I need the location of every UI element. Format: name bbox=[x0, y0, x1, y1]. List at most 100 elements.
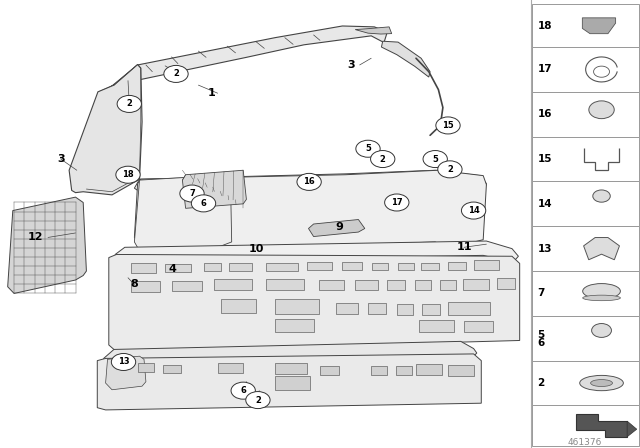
FancyBboxPatch shape bbox=[275, 319, 314, 332]
FancyBboxPatch shape bbox=[532, 4, 639, 47]
Text: 14: 14 bbox=[538, 199, 552, 209]
FancyBboxPatch shape bbox=[448, 302, 490, 315]
Circle shape bbox=[593, 190, 611, 202]
Text: 5: 5 bbox=[432, 155, 438, 164]
Polygon shape bbox=[308, 220, 365, 237]
Circle shape bbox=[356, 140, 380, 157]
Text: 5: 5 bbox=[538, 330, 545, 340]
Text: 15: 15 bbox=[538, 154, 552, 164]
Text: 6: 6 bbox=[240, 386, 246, 395]
Polygon shape bbox=[97, 354, 481, 410]
Text: 2: 2 bbox=[255, 396, 261, 405]
Circle shape bbox=[423, 151, 447, 168]
FancyBboxPatch shape bbox=[419, 320, 454, 332]
Circle shape bbox=[111, 353, 136, 370]
Text: 11: 11 bbox=[456, 242, 472, 252]
FancyBboxPatch shape bbox=[165, 264, 191, 272]
FancyBboxPatch shape bbox=[398, 263, 414, 270]
Polygon shape bbox=[582, 18, 616, 34]
Text: 2: 2 bbox=[173, 69, 179, 78]
Text: 14: 14 bbox=[468, 206, 479, 215]
FancyBboxPatch shape bbox=[532, 316, 639, 361]
Ellipse shape bbox=[580, 375, 623, 391]
Circle shape bbox=[164, 65, 188, 82]
FancyBboxPatch shape bbox=[448, 365, 474, 376]
FancyBboxPatch shape bbox=[275, 376, 310, 390]
FancyBboxPatch shape bbox=[266, 279, 304, 290]
Circle shape bbox=[117, 95, 141, 112]
FancyBboxPatch shape bbox=[421, 263, 439, 270]
FancyBboxPatch shape bbox=[163, 365, 181, 373]
FancyBboxPatch shape bbox=[275, 299, 319, 314]
Polygon shape bbox=[381, 41, 430, 77]
FancyBboxPatch shape bbox=[397, 304, 413, 315]
FancyBboxPatch shape bbox=[532, 405, 639, 446]
FancyBboxPatch shape bbox=[221, 299, 256, 313]
Circle shape bbox=[297, 173, 321, 190]
Polygon shape bbox=[134, 170, 486, 197]
FancyBboxPatch shape bbox=[138, 363, 154, 372]
Polygon shape bbox=[69, 65, 142, 195]
Polygon shape bbox=[99, 26, 387, 92]
Polygon shape bbox=[115, 241, 518, 262]
Text: 13: 13 bbox=[538, 244, 552, 254]
FancyBboxPatch shape bbox=[464, 321, 493, 332]
FancyBboxPatch shape bbox=[131, 281, 160, 292]
Text: 2: 2 bbox=[447, 165, 453, 174]
Text: 17: 17 bbox=[538, 65, 552, 74]
Circle shape bbox=[436, 117, 460, 134]
FancyBboxPatch shape bbox=[532, 271, 639, 316]
Text: 2: 2 bbox=[380, 155, 386, 164]
FancyBboxPatch shape bbox=[474, 260, 499, 270]
FancyBboxPatch shape bbox=[172, 281, 202, 291]
Text: 8: 8 bbox=[131, 280, 138, 289]
FancyBboxPatch shape bbox=[415, 280, 431, 290]
Text: 6: 6 bbox=[538, 338, 545, 348]
FancyBboxPatch shape bbox=[532, 181, 639, 226]
Text: 10: 10 bbox=[248, 244, 264, 254]
FancyBboxPatch shape bbox=[387, 280, 405, 290]
Text: 7: 7 bbox=[538, 289, 545, 298]
Circle shape bbox=[231, 382, 255, 399]
Text: 18: 18 bbox=[122, 170, 134, 179]
Text: 13: 13 bbox=[118, 358, 129, 366]
Circle shape bbox=[246, 392, 270, 409]
FancyBboxPatch shape bbox=[336, 303, 358, 314]
FancyBboxPatch shape bbox=[218, 363, 243, 373]
Text: 5: 5 bbox=[365, 144, 371, 153]
Text: 2: 2 bbox=[538, 378, 545, 388]
FancyBboxPatch shape bbox=[214, 279, 252, 290]
FancyBboxPatch shape bbox=[532, 137, 639, 181]
Text: 16: 16 bbox=[538, 109, 552, 119]
FancyBboxPatch shape bbox=[371, 366, 387, 375]
Text: 3: 3 bbox=[57, 154, 65, 164]
Polygon shape bbox=[355, 27, 392, 34]
FancyBboxPatch shape bbox=[355, 280, 378, 290]
Text: 15: 15 bbox=[442, 121, 454, 130]
FancyBboxPatch shape bbox=[532, 226, 639, 271]
Circle shape bbox=[180, 185, 204, 202]
Circle shape bbox=[191, 195, 216, 212]
Text: 9: 9 bbox=[335, 222, 343, 232]
Polygon shape bbox=[576, 414, 627, 437]
Text: 18: 18 bbox=[538, 21, 552, 31]
Circle shape bbox=[371, 151, 395, 168]
Text: 6: 6 bbox=[200, 199, 207, 208]
FancyBboxPatch shape bbox=[463, 279, 489, 290]
Polygon shape bbox=[106, 356, 146, 390]
FancyBboxPatch shape bbox=[497, 278, 515, 289]
FancyBboxPatch shape bbox=[320, 366, 339, 375]
FancyBboxPatch shape bbox=[422, 304, 440, 315]
Text: 461376: 461376 bbox=[567, 438, 602, 447]
Text: 1: 1 bbox=[207, 88, 215, 98]
FancyBboxPatch shape bbox=[368, 303, 386, 314]
FancyBboxPatch shape bbox=[372, 263, 388, 270]
Polygon shape bbox=[104, 341, 477, 368]
Polygon shape bbox=[182, 170, 246, 208]
FancyBboxPatch shape bbox=[416, 364, 442, 375]
FancyBboxPatch shape bbox=[448, 262, 466, 270]
FancyBboxPatch shape bbox=[532, 92, 639, 137]
FancyBboxPatch shape bbox=[275, 363, 307, 374]
Text: 12: 12 bbox=[28, 233, 43, 242]
Polygon shape bbox=[584, 237, 620, 260]
